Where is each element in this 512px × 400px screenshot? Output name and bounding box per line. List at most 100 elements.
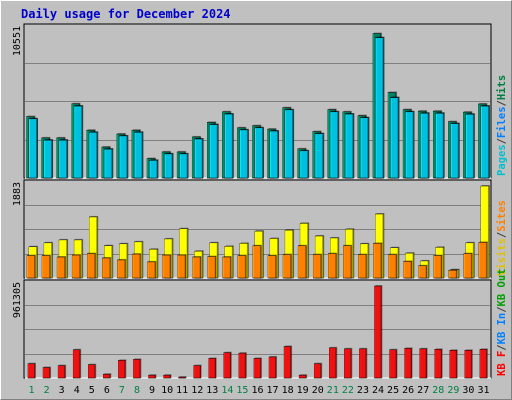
x-tick-label-day-28: 28 <box>432 385 444 396</box>
bar-sites-18 <box>282 254 292 279</box>
bar-sites-23 <box>358 254 367 279</box>
bar-kb-f-9 <box>148 374 156 379</box>
visits-sites-legend: Visits/Sites <box>496 200 508 276</box>
bar-sites-2 <box>41 255 51 279</box>
x-tick-label-day-13: 13 <box>206 385 218 396</box>
bar-pages-12 <box>194 138 203 179</box>
bar-sites-5 <box>87 253 96 279</box>
bar-pages-9 <box>149 160 158 179</box>
kbin-kbout-kbf-legend-item-1: / <box>496 344 508 350</box>
bar-pages-31 <box>480 105 490 179</box>
bar-kb-f-26 <box>404 348 412 379</box>
bar-sites-1 <box>26 255 36 279</box>
bar-kb-f-29 <box>449 349 458 379</box>
bar-kb-f-3 <box>57 365 66 379</box>
bar-pages-4 <box>73 105 83 179</box>
x-tick-label-day-23: 23 <box>357 385 369 396</box>
x-tick-label-day-16: 16 <box>251 385 263 396</box>
bar-pages-18 <box>284 109 294 179</box>
bar-kb-f-5 <box>88 364 96 379</box>
kbin-kbout-kbf-legend-item-4: KB Out <box>496 269 508 307</box>
bar-pages-14 <box>224 113 234 179</box>
bar-pages-25 <box>390 97 399 179</box>
x-tick-label-day-25: 25 <box>387 385 399 396</box>
bar-kb-f-19 <box>298 374 307 379</box>
bar-kb-f-25 <box>389 349 397 379</box>
x-tick-label-day-14: 14 <box>221 385 233 396</box>
bar-pages-26 <box>405 111 414 179</box>
kbin-kbout-kbf-legend-item-0: KB F <box>496 351 508 376</box>
bar-sites-11 <box>177 254 186 279</box>
pages-files-hits-legend-item-0: Pages <box>496 144 508 176</box>
x-tick-label-day-17: 17 <box>267 385 279 396</box>
bar-sites-29 <box>448 269 458 279</box>
kbin-kbout-kbf-ymax-label: 961305 <box>12 282 23 318</box>
bar-sites-21 <box>328 253 337 279</box>
bar-kb-f-14 <box>223 352 232 379</box>
bar-pages-21 <box>330 111 339 179</box>
x-tick-label-day-4: 4 <box>74 385 80 396</box>
bar-kb-f-2 <box>42 367 51 379</box>
bar-sites-28 <box>433 255 442 279</box>
bar-pages-8 <box>134 132 143 179</box>
pages-files-hits-legend-item-3: / <box>496 100 508 106</box>
x-tick-label-day-27: 27 <box>417 385 429 396</box>
bar-pages-20 <box>314 133 324 179</box>
bar-sites-27 <box>418 265 427 279</box>
x-tick-label-day-18: 18 <box>282 385 294 396</box>
x-tick-label-day-19: 19 <box>297 385 309 396</box>
bar-kb-f-28 <box>434 349 442 379</box>
bar-pages-13 <box>209 124 219 179</box>
bar-kb-f-15 <box>238 352 247 379</box>
bar-kb-f-8 <box>133 359 141 379</box>
pages-files-hits-legend-item-2: Files <box>496 106 508 138</box>
x-tick-label-day-9: 9 <box>149 385 155 396</box>
bar-pages-17 <box>269 130 279 179</box>
x-tick-label-day-2: 2 <box>44 385 50 396</box>
bar-sites-4 <box>71 254 81 279</box>
bar-sites-24 <box>373 243 382 279</box>
bar-sites-12 <box>192 256 201 279</box>
x-tick-label-day-21: 21 <box>327 385 339 396</box>
bar-sites-13 <box>207 256 217 279</box>
bar-sites-3 <box>56 256 66 279</box>
visits-sites-legend-item-1: / <box>496 232 508 238</box>
bar-kb-f-6 <box>103 373 111 379</box>
bar-sites-6 <box>102 257 111 279</box>
x-tick-label-day-10: 10 <box>161 385 173 396</box>
x-tick-label-day-29: 29 <box>447 385 459 396</box>
bar-kb-f-27 <box>419 348 427 379</box>
pages-files-hits-legend-item-1: / <box>496 138 508 144</box>
bar-sites-9 <box>147 261 156 279</box>
bar-sites-14 <box>222 256 232 279</box>
bar-sites-31 <box>478 242 488 279</box>
bar-pages-2 <box>43 139 53 179</box>
bar-sites-30 <box>463 253 473 279</box>
x-tick-label-day-8: 8 <box>134 385 140 396</box>
x-tick-label-day-15: 15 <box>236 385 248 396</box>
bar-sites-17 <box>267 255 277 279</box>
x-tick-label-day-6: 6 <box>104 385 110 396</box>
bar-kb-f-16 <box>253 358 262 379</box>
bar-pages-7 <box>119 135 128 179</box>
bar-kb-f-1 <box>27 363 36 379</box>
bar-sites-22 <box>343 245 352 279</box>
bar-pages-23 <box>360 117 369 179</box>
bar-kb-f-21 <box>329 347 337 379</box>
bar-kb-f-10 <box>163 374 171 379</box>
bar-kb-f-20 <box>313 363 322 379</box>
chart-title: Daily usage for December 2024 <box>21 7 231 21</box>
pages-files-hits-legend-item-4: Hits <box>496 75 508 100</box>
bar-kb-f-30 <box>464 349 473 379</box>
bar-pages-28 <box>435 112 444 179</box>
bar-kb-f-7 <box>118 360 126 379</box>
bar-kb-f-11 <box>178 376 186 379</box>
bar-sites-20 <box>312 254 322 279</box>
bar-pages-16 <box>254 127 264 179</box>
pages-files-hits-legend: Pages/Files/Hits <box>496 75 508 176</box>
bar-sites-16 <box>252 245 262 279</box>
x-tick-label-day-20: 20 <box>312 385 324 396</box>
bar-kb-f-24 <box>374 285 382 379</box>
pages-files-hits-ymax-label: 10551 <box>12 26 23 56</box>
